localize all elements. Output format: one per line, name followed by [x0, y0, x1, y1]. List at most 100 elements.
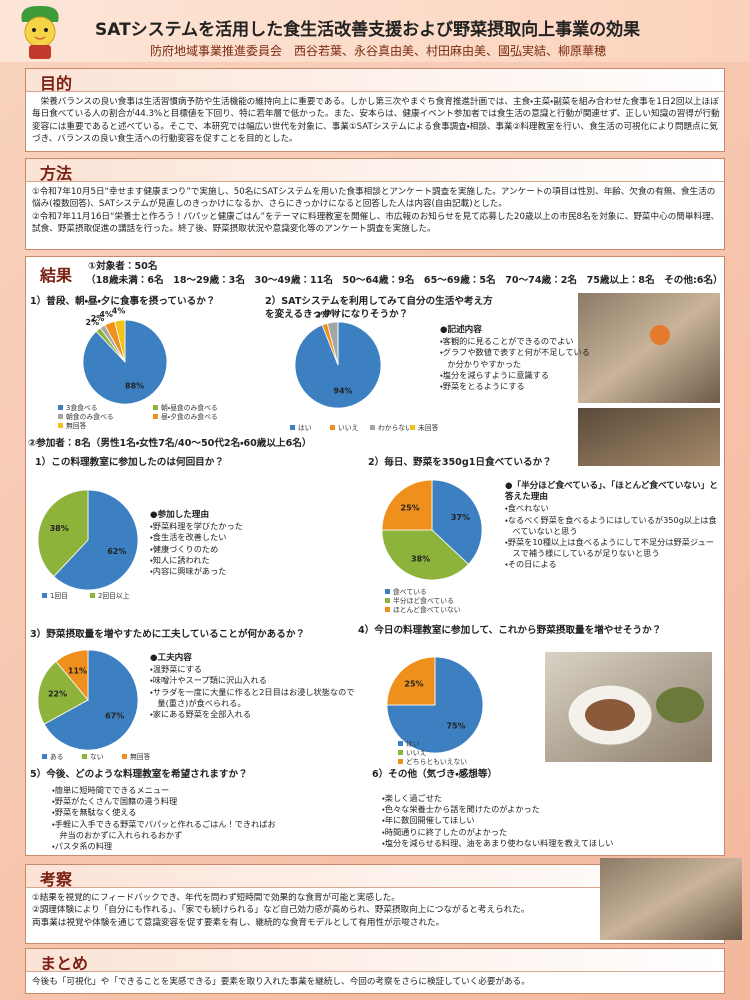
- list-item: ・野菜がたくさんで国籍の違う料理: [52, 796, 178, 807]
- pie-label: 38%: [50, 524, 69, 533]
- legend-swatch: [58, 414, 63, 419]
- note-item: ・健康づくりのため: [150, 543, 219, 554]
- heading-band: [26, 159, 724, 182]
- pie-label: 11%: [68, 666, 87, 675]
- note-item: ・野菜をとるようにする: [440, 381, 525, 392]
- note-item: ・客観的に見ることができるのでよい: [440, 336, 574, 347]
- list-item: ・時間通りに終了したのがよかった: [382, 826, 508, 837]
- chart-title: 1）この料理教室に参加したのは何回目か？: [35, 457, 224, 468]
- legend-swatch: [385, 589, 390, 594]
- note-item: ・食べれない: [505, 503, 549, 514]
- pie-label: 88%: [125, 382, 144, 391]
- legend-label: ある: [50, 753, 64, 761]
- age-breakdown: （18歳未満：6名 18～29歳：3名 30～49歳：11名 50～64歳：9名…: [86, 275, 723, 286]
- legend-label: 無回答: [66, 421, 87, 430]
- pie-label: 94%: [333, 387, 352, 396]
- summary-body: 今後も「可視化」や「できることを実感できる」要素を取り入れた事業を継続し、今回の…: [32, 977, 530, 987]
- heading-band: [26, 949, 724, 972]
- legend-swatch: [153, 414, 158, 419]
- header-bar: [0, 0, 750, 62]
- pie-label: 2%: [315, 311, 329, 320]
- notes: ●工夫内容 ・温野菜にする ・味噌汁やスープ類に沢山入れる ・サラダを一度に大量に作る…: [150, 653, 360, 720]
- summary-section: [25, 948, 725, 994]
- pie-label: 2%: [86, 318, 100, 327]
- legend-swatch: [82, 754, 87, 759]
- legend-label: 1回目: [50, 592, 68, 600]
- chart-title: 1）普段、朝・昼・夕に食事を摂っているか？: [30, 296, 216, 307]
- section-heading: 考察: [40, 870, 73, 889]
- note-item: ・塩分を減らすように意識する: [440, 369, 550, 380]
- note-item: ・野菜を10種以上は食べるようにして不足分は野菜ジュースで補う様にしているが足り…: [505, 537, 714, 559]
- photos: [545, 293, 742, 940]
- others-list: ・楽しく過ごせた ・色々な栄養士から話を聞けたのがよかった ・年に数回開催してほしい…: [382, 793, 702, 849]
- pie-label: 37%: [451, 513, 470, 522]
- list-item: 両事業は視覚や体験を通じて意識変容を促す要素を有し、継続的な食育モデルとして有用…: [32, 917, 445, 928]
- chart-title: 2）SATシステムを利用してみて自分の生活や考え方を変えるきっかけになりそうか？: [265, 296, 493, 320]
- legend-swatch: [330, 425, 335, 430]
- note-item: ・サラダを一度に大量に作ると2日目はお浸し状態なので量(重さ)が食べられる。: [150, 686, 355, 708]
- pie-slice: [43, 649, 139, 751]
- title: SATシステムを活用した食生活改善支援および野菜摂取向上事業の効果: [95, 20, 641, 40]
- legend-label: 3食食べる: [66, 404, 98, 412]
- photo: [600, 858, 742, 940]
- legend-label: 2回目以上: [98, 591, 130, 600]
- legend-label: わからない: [378, 424, 412, 432]
- pie-slice: [431, 479, 483, 565]
- legend-label: いいえ: [338, 424, 359, 432]
- legend-label: 朝食のみ食べる: [66, 413, 114, 421]
- note-item: ・温野菜にする: [150, 664, 202, 675]
- note-heading: ●参加した理由: [150, 510, 210, 520]
- pie-slice: [37, 489, 89, 578]
- pie-label: 4%: [112, 307, 126, 316]
- list-item: ②令和7年11月16日“栄養士と作ろう！パパッと健康ごはん”をテーマに料理教室を…: [32, 211, 720, 235]
- photo-detail: [585, 699, 635, 731]
- pie-label: 4%: [325, 308, 339, 317]
- heading-band: [26, 865, 724, 888]
- section-heading: 目的: [40, 74, 73, 93]
- legend-label: はい: [298, 424, 312, 432]
- chart-title: 2）毎日、野菜を350g1日食べているか？: [368, 457, 552, 468]
- notes: ●「半分ほど食べている」、「ほとんど食べていない」と答えた理由 ・食べれない ・なる…: [505, 481, 720, 571]
- note-item: ・グラフや数値で表すと何が不足しているか分かりやすかった: [440, 347, 590, 369]
- legend-label: はい: [406, 740, 420, 748]
- section-heading: 結果: [40, 266, 73, 285]
- legend-swatch: [153, 405, 158, 410]
- note-item: ・味噌汁やスープ類に沢山入れる: [150, 675, 267, 686]
- chart-title: 3）野菜摂取量を増やすために工夫していることが何かあるか？: [30, 629, 306, 640]
- legend-label: どちらともいえない: [406, 758, 467, 766]
- note-heading: ●「半分ほど食べている」、「ほとんど食べていない」と答えた理由: [505, 481, 718, 503]
- subsection-title: 5）今後、どのような料理教室を希望されますか？: [30, 769, 248, 780]
- pie-label: 25%: [404, 679, 423, 688]
- pie-slice: [55, 649, 89, 702]
- legend-label: 昼・夕食のみ食べる: [161, 412, 218, 421]
- pie-slice: [37, 660, 89, 725]
- note-heading: ●記述内容: [440, 325, 482, 335]
- legend-swatch: [58, 423, 63, 428]
- mascot: [21, 5, 59, 59]
- legend-swatch: [90, 593, 95, 598]
- photo: [578, 408, 720, 466]
- method-section: [25, 158, 725, 250]
- chart-title: 4）今日の料理教室に参加して、これから野菜摂取量を増やせそうか？: [358, 625, 662, 636]
- legend-swatch: [58, 405, 63, 410]
- legend-swatch: [398, 750, 403, 755]
- list-item: ・楽しく過ごせた: [382, 793, 443, 803]
- pie-slice: [386, 656, 436, 706]
- notes: ●参加した理由 ・野菜料理を学びたかった ・食生活を改善したい ・健康づくりのため ・知…: [150, 510, 350, 577]
- pie-slice: [53, 489, 139, 591]
- subjects: ①対象者：50名: [88, 261, 158, 272]
- list-item: ①結果を視覚的にフィードバックでき、年代を問わず短時間で効果的な食育が可能と実感…: [32, 893, 400, 903]
- legend-label: ほとんど食べていない: [393, 606, 461, 614]
- pie-slice: [386, 656, 484, 754]
- pie-label: 25%: [401, 504, 420, 513]
- section-heading: まとめ: [40, 954, 89, 973]
- legend-label: 半分ほど食べている: [393, 596, 454, 605]
- pie-label: 62%: [107, 547, 126, 556]
- legend-swatch: [385, 598, 390, 603]
- list-item: ・塩分を減らせる料理、油をあまり使わない料理を教えてほしい: [382, 837, 614, 848]
- legend-swatch: [398, 759, 403, 764]
- list-item: ・色々な栄養士から話を聞けたのがよかった: [382, 804, 540, 815]
- list-item: ②調理体験により「自分にも作れる」、「家でも続けられる」など自己効力感が高められ…: [32, 905, 530, 916]
